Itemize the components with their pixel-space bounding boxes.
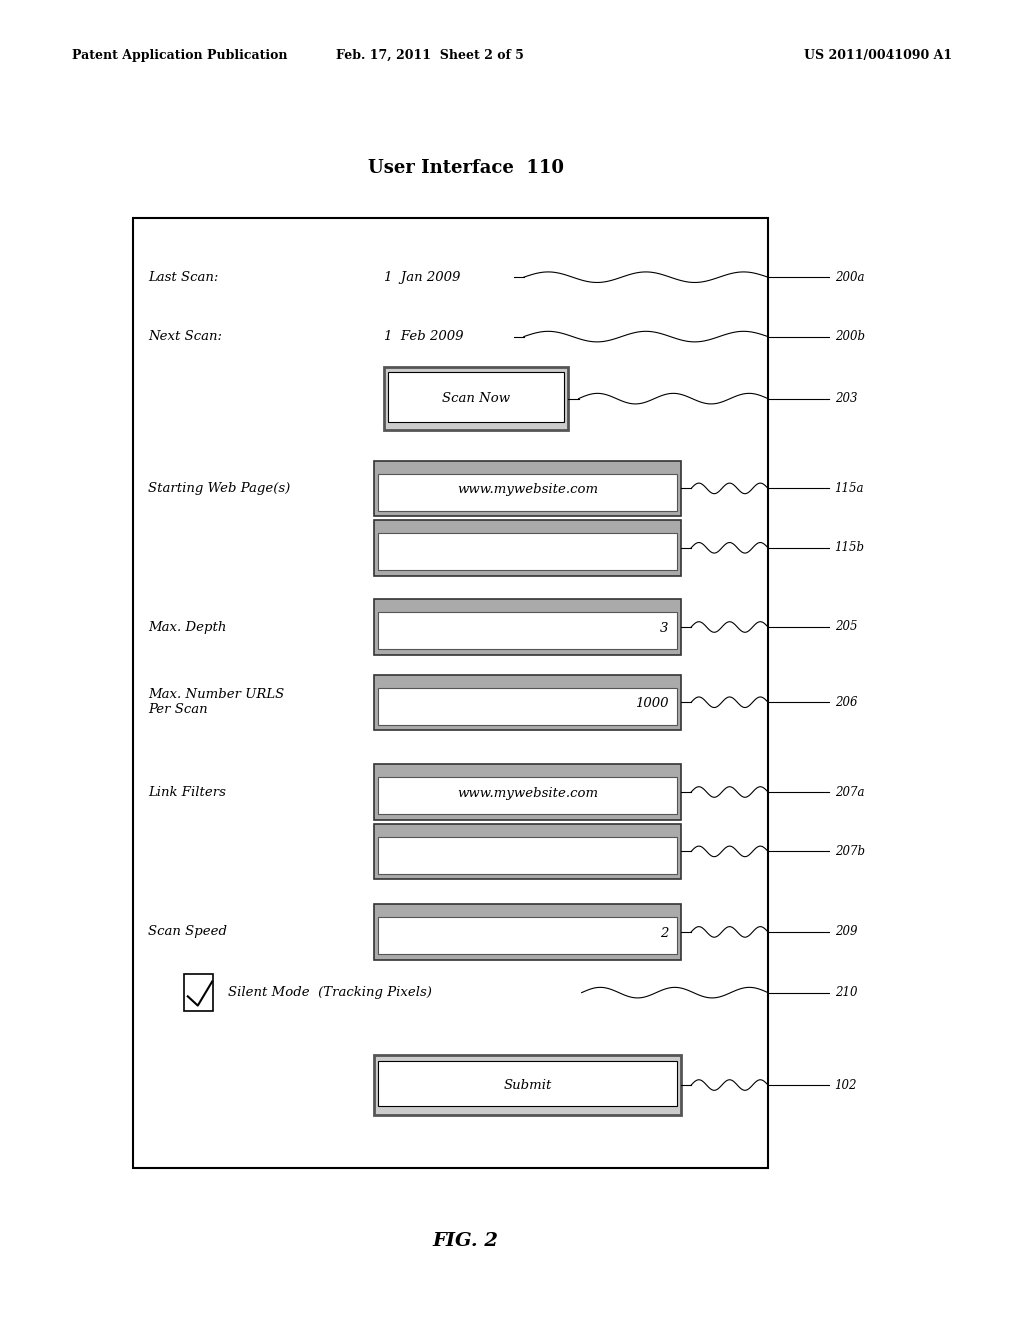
Text: 2: 2 bbox=[660, 927, 669, 940]
FancyBboxPatch shape bbox=[374, 461, 681, 516]
Text: 207a: 207a bbox=[835, 785, 864, 799]
Text: Last Scan:: Last Scan: bbox=[148, 271, 219, 284]
Text: 3: 3 bbox=[660, 622, 669, 635]
Text: 206: 206 bbox=[835, 696, 857, 709]
Text: Scan Now: Scan Now bbox=[442, 392, 510, 405]
Text: Link Filters: Link Filters bbox=[148, 785, 226, 799]
Text: 205: 205 bbox=[835, 620, 857, 634]
Text: 115b: 115b bbox=[835, 541, 864, 554]
FancyBboxPatch shape bbox=[133, 218, 768, 1168]
Text: Max. Number URLS
Per Scan: Max. Number URLS Per Scan bbox=[148, 688, 285, 717]
Text: US 2011/0041090 A1: US 2011/0041090 A1 bbox=[804, 49, 952, 62]
Text: 203: 203 bbox=[835, 392, 857, 405]
Text: 102: 102 bbox=[835, 1078, 857, 1092]
Text: Feb. 17, 2011  Sheet 2 of 5: Feb. 17, 2011 Sheet 2 of 5 bbox=[336, 49, 524, 62]
FancyBboxPatch shape bbox=[378, 533, 677, 570]
FancyBboxPatch shape bbox=[378, 688, 677, 725]
Text: 209: 209 bbox=[835, 925, 857, 939]
FancyBboxPatch shape bbox=[374, 824, 681, 879]
Text: 1000: 1000 bbox=[635, 697, 669, 710]
FancyBboxPatch shape bbox=[378, 1061, 677, 1106]
Text: Submit: Submit bbox=[503, 1078, 552, 1092]
FancyBboxPatch shape bbox=[184, 974, 213, 1011]
Text: 210: 210 bbox=[835, 986, 857, 999]
FancyBboxPatch shape bbox=[374, 904, 681, 960]
Text: Scan Speed: Scan Speed bbox=[148, 925, 227, 939]
FancyBboxPatch shape bbox=[388, 372, 564, 422]
FancyBboxPatch shape bbox=[378, 777, 677, 814]
FancyBboxPatch shape bbox=[374, 764, 681, 820]
Text: 1  Feb 2009: 1 Feb 2009 bbox=[384, 330, 464, 343]
Text: 200a: 200a bbox=[835, 271, 864, 284]
FancyBboxPatch shape bbox=[384, 367, 568, 430]
FancyBboxPatch shape bbox=[374, 1055, 681, 1115]
Text: Next Scan:: Next Scan: bbox=[148, 330, 222, 343]
Text: FIG. 2: FIG. 2 bbox=[433, 1232, 499, 1250]
Text: Max. Depth: Max. Depth bbox=[148, 620, 227, 634]
Text: www.mywebsite.com: www.mywebsite.com bbox=[457, 483, 598, 496]
FancyBboxPatch shape bbox=[374, 599, 681, 655]
Text: www.mywebsite.com: www.mywebsite.com bbox=[457, 787, 598, 800]
Text: Patent Application Publication: Patent Application Publication bbox=[72, 49, 287, 62]
FancyBboxPatch shape bbox=[374, 520, 681, 576]
Text: 207b: 207b bbox=[835, 845, 864, 858]
Text: 1  Jan 2009: 1 Jan 2009 bbox=[384, 271, 461, 284]
FancyBboxPatch shape bbox=[378, 837, 677, 874]
Text: User Interface  110: User Interface 110 bbox=[368, 158, 564, 177]
Text: 115a: 115a bbox=[835, 482, 864, 495]
FancyBboxPatch shape bbox=[378, 917, 677, 954]
Text: Silent Mode  (Tracking Pixels): Silent Mode (Tracking Pixels) bbox=[228, 986, 432, 999]
Text: 200b: 200b bbox=[835, 330, 864, 343]
Text: Starting Web Page(s): Starting Web Page(s) bbox=[148, 482, 291, 495]
FancyBboxPatch shape bbox=[378, 474, 677, 511]
FancyBboxPatch shape bbox=[374, 675, 681, 730]
FancyBboxPatch shape bbox=[378, 612, 677, 649]
